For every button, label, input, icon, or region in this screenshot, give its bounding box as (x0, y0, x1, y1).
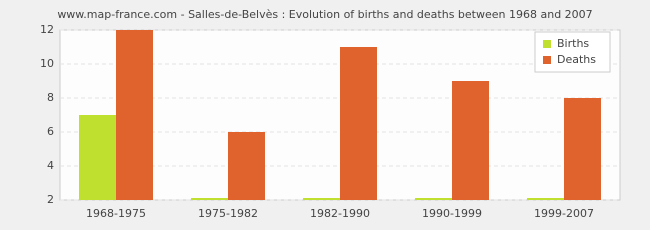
bar (79, 115, 116, 200)
legend-label: Deaths (557, 53, 596, 66)
x-tick-label: 1975-1982 (198, 207, 258, 220)
x-tick-label: 1982-1990 (310, 207, 370, 220)
legend-label: Births (557, 37, 589, 50)
legend-box (534, 31, 611, 73)
x-tick-label: 1999-2007 (534, 207, 594, 220)
bar (116, 30, 153, 200)
bar (415, 198, 452, 200)
x-tick-label: 1990-1999 (422, 207, 482, 220)
y-tick-label: 4 (47, 159, 54, 172)
chart-title: www.map-france.com - Salles-de-Belvès : … (57, 8, 592, 21)
bar (340, 47, 377, 200)
bar (303, 198, 340, 200)
bar (564, 98, 601, 200)
bar (527, 198, 564, 200)
y-tick-label: 8 (47, 91, 54, 104)
y-tick-label: 10 (40, 57, 54, 70)
bar (191, 198, 228, 200)
y-tick-label: 2 (47, 193, 54, 206)
bar (228, 132, 265, 200)
bar (452, 81, 489, 200)
legend-swatch (543, 40, 551, 48)
x-tick-label: 1968-1975 (86, 207, 146, 220)
legend-swatch (543, 56, 551, 64)
y-tick-label: 12 (40, 23, 54, 36)
y-tick-label: 6 (47, 125, 54, 138)
chart: www.map-france.com - Salles-de-Belvès : … (0, 0, 650, 230)
